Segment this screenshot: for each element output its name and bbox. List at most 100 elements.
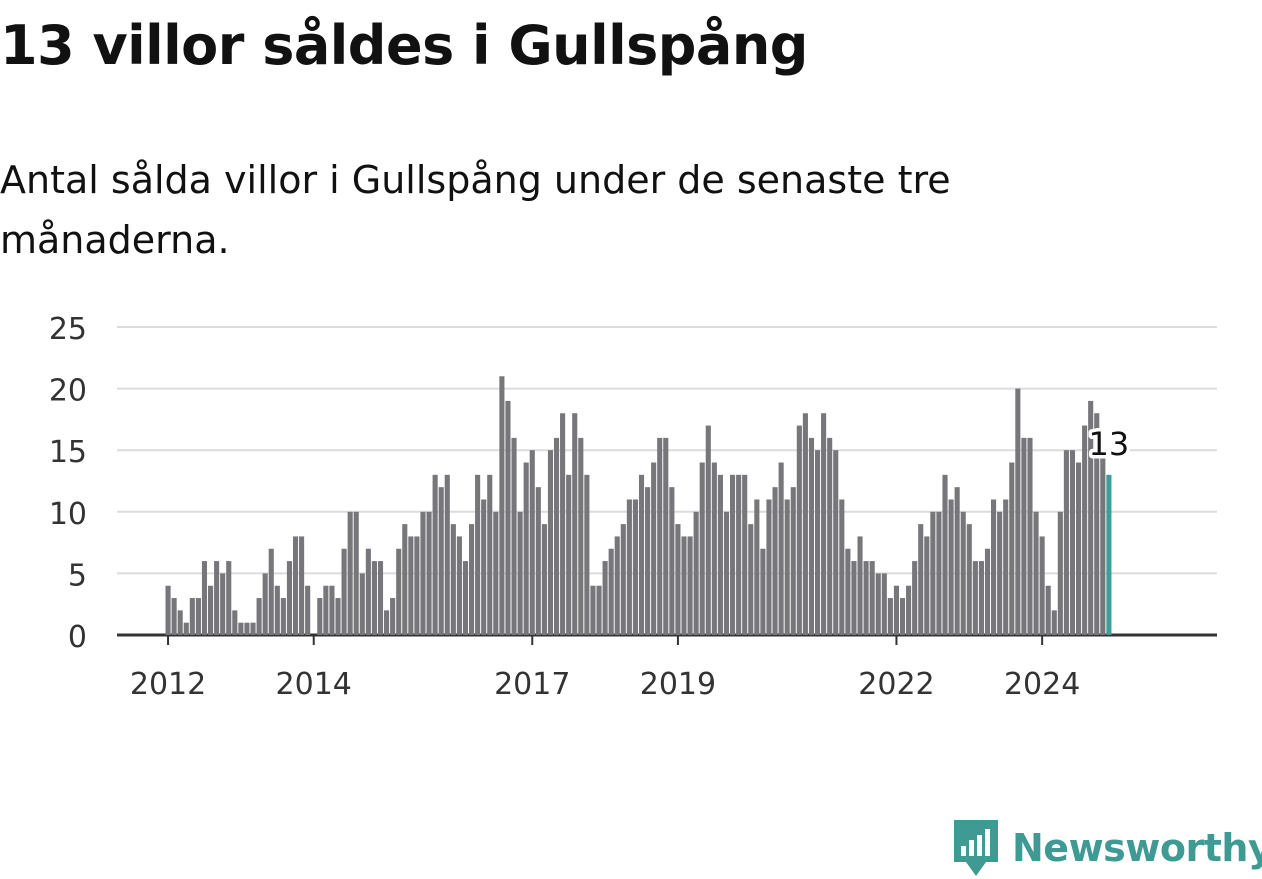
annotations: 13 [1085, 421, 1133, 466]
bar [602, 561, 608, 635]
bar-chart: 0 5 10 15 20 25 2012 2014 2017 2019 2022 2024 13 [49, 312, 1217, 702]
bar [584, 474, 590, 635]
bar [1021, 437, 1027, 635]
bar [414, 536, 420, 635]
bar [560, 413, 566, 635]
bar [869, 561, 875, 635]
bar [1069, 450, 1076, 635]
bar [626, 499, 632, 635]
bar [790, 487, 796, 635]
bar [499, 376, 505, 635]
bar [669, 487, 675, 635]
bar [244, 622, 250, 635]
bar [384, 610, 390, 635]
bar [481, 499, 487, 635]
bar [517, 511, 523, 635]
bar [827, 437, 833, 635]
bar [286, 561, 292, 635]
x-tick-label: 2019 [640, 667, 716, 702]
bar [456, 536, 462, 635]
bar [523, 462, 529, 635]
bar [487, 474, 493, 635]
bar [1039, 536, 1045, 635]
bar [839, 499, 845, 635]
bar [444, 474, 450, 635]
bar [638, 474, 645, 635]
bar [171, 598, 177, 635]
bar [226, 561, 232, 635]
chart-headline: 13 villor såldes i Gullspång [0, 14, 808, 77]
bar [1051, 610, 1057, 635]
bar [232, 610, 238, 635]
bar [220, 573, 226, 635]
bar [420, 511, 426, 635]
bar [238, 622, 244, 635]
bar [730, 474, 736, 635]
bar [972, 561, 978, 635]
bar [462, 561, 469, 635]
bar [814, 450, 821, 635]
bar [396, 548, 402, 635]
bar [620, 524, 626, 635]
bar [214, 561, 220, 635]
bar [1063, 450, 1069, 635]
bar [299, 536, 305, 635]
bar [547, 450, 554, 635]
bar [966, 524, 972, 635]
bar [693, 511, 699, 635]
bar [784, 499, 790, 635]
highlighted-bar [1106, 474, 1112, 635]
x-tick-label: 2022 [858, 667, 934, 702]
bar [535, 487, 541, 635]
bar [347, 511, 353, 635]
bar [1015, 388, 1021, 635]
bar [475, 474, 481, 635]
bar [377, 561, 384, 635]
bar [177, 610, 183, 635]
bar [511, 437, 517, 635]
bar [201, 561, 208, 635]
brand-name: Newsworthy [1012, 826, 1262, 870]
bar [590, 585, 596, 635]
bar [645, 487, 651, 635]
bar [1027, 437, 1033, 635]
bar [256, 598, 262, 635]
bar [614, 536, 620, 635]
bar [802, 413, 808, 635]
bar [978, 561, 984, 635]
bar [505, 400, 511, 635]
bar [845, 548, 851, 635]
bar [675, 524, 681, 635]
bar [207, 585, 214, 635]
bar [906, 585, 912, 635]
bar [821, 413, 827, 635]
bar [960, 511, 966, 635]
bar [766, 499, 772, 635]
bar [1100, 450, 1106, 635]
bar [529, 450, 535, 635]
bar [329, 585, 335, 635]
bar [1009, 462, 1015, 635]
bar [1088, 400, 1094, 635]
bar [189, 598, 195, 635]
bar [1094, 413, 1100, 635]
bar [292, 536, 299, 635]
bar [426, 511, 432, 635]
bar [566, 474, 572, 635]
bar [578, 437, 584, 635]
bar [280, 598, 286, 635]
bar [353, 511, 359, 635]
y-axis-ticks: 0 5 10 15 20 25 [49, 312, 87, 655]
bar [742, 474, 748, 635]
bar [1082, 425, 1088, 635]
bar [469, 524, 475, 635]
bar [875, 573, 881, 635]
newsworthy-brand: Newsworthy [950, 818, 1262, 878]
bar [918, 524, 924, 635]
bar [717, 474, 723, 635]
bar [887, 598, 893, 635]
y-tick-label: 0 [68, 620, 87, 655]
bar [687, 536, 693, 635]
y-tick-label: 5 [68, 558, 87, 593]
x-tick-label: 2024 [1004, 667, 1080, 702]
